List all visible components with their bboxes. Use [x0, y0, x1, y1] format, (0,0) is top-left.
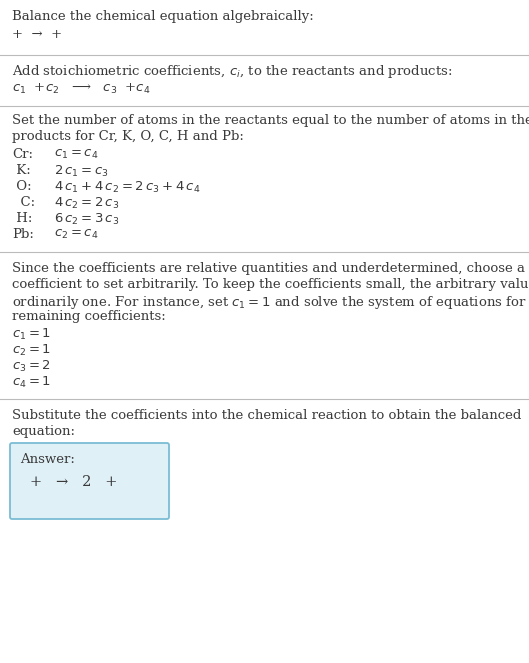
- Text: $c_1 = 1$: $c_1 = 1$: [12, 327, 51, 342]
- Text: Add stoichiometric coefficients, $c_i$, to the reactants and products:: Add stoichiometric coefficients, $c_i$, …: [12, 63, 452, 80]
- Text: products for Cr, K, O, C, H and Pb:: products for Cr, K, O, C, H and Pb:: [12, 130, 244, 143]
- Text: $4\,c_2 = 2\,c_3$: $4\,c_2 = 2\,c_3$: [54, 196, 120, 211]
- Text: Answer:: Answer:: [20, 453, 75, 466]
- Text: coefficient to set arbitrarily. To keep the coefficients small, the arbitrary va: coefficient to set arbitrarily. To keep …: [12, 278, 529, 291]
- Text: $c_2 = 1$: $c_2 = 1$: [12, 343, 51, 358]
- Text: C:: C:: [12, 196, 35, 209]
- Text: +   →   2   +: + → 2 +: [30, 475, 117, 489]
- Text: $2\,c_1 = c_3$: $2\,c_1 = c_3$: [54, 164, 109, 179]
- Text: $c_1 = c_4$: $c_1 = c_4$: [54, 148, 98, 161]
- Text: Substitute the coefficients into the chemical reaction to obtain the balanced: Substitute the coefficients into the che…: [12, 409, 522, 422]
- Text: Since the coefficients are relative quantities and underdetermined, choose a: Since the coefficients are relative quan…: [12, 262, 525, 275]
- Text: $c_4 = 1$: $c_4 = 1$: [12, 375, 51, 390]
- Text: $c_3 = 2$: $c_3 = 2$: [12, 359, 51, 374]
- Text: Cr:: Cr:: [12, 148, 33, 161]
- Text: $4\,c_1 + 4\,c_2 = 2\,c_3 + 4\,c_4$: $4\,c_1 + 4\,c_2 = 2\,c_3 + 4\,c_4$: [54, 180, 200, 195]
- Text: Balance the chemical equation algebraically:: Balance the chemical equation algebraica…: [12, 10, 314, 23]
- Text: $6\,c_2 = 3\,c_3$: $6\,c_2 = 3\,c_3$: [54, 212, 120, 227]
- Text: H:: H:: [12, 212, 32, 225]
- Text: +  →  +: + → +: [12, 28, 62, 41]
- Text: $c_1$  +$c_2$   ⟶   $c_3$  +$c_4$: $c_1$ +$c_2$ ⟶ $c_3$ +$c_4$: [12, 82, 151, 96]
- Text: remaining coefficients:: remaining coefficients:: [12, 310, 166, 323]
- Text: $c_2 = c_4$: $c_2 = c_4$: [54, 228, 98, 241]
- Text: Pb:: Pb:: [12, 228, 34, 241]
- Text: O:: O:: [12, 180, 32, 193]
- Text: equation:: equation:: [12, 425, 75, 438]
- Text: Set the number of atoms in the reactants equal to the number of atoms in the: Set the number of atoms in the reactants…: [12, 114, 529, 127]
- Text: K:: K:: [12, 164, 31, 177]
- FancyBboxPatch shape: [10, 443, 169, 519]
- Text: ordinarily one. For instance, set $c_1 = 1$ and solve the system of equations fo: ordinarily one. For instance, set $c_1 =…: [12, 294, 529, 311]
